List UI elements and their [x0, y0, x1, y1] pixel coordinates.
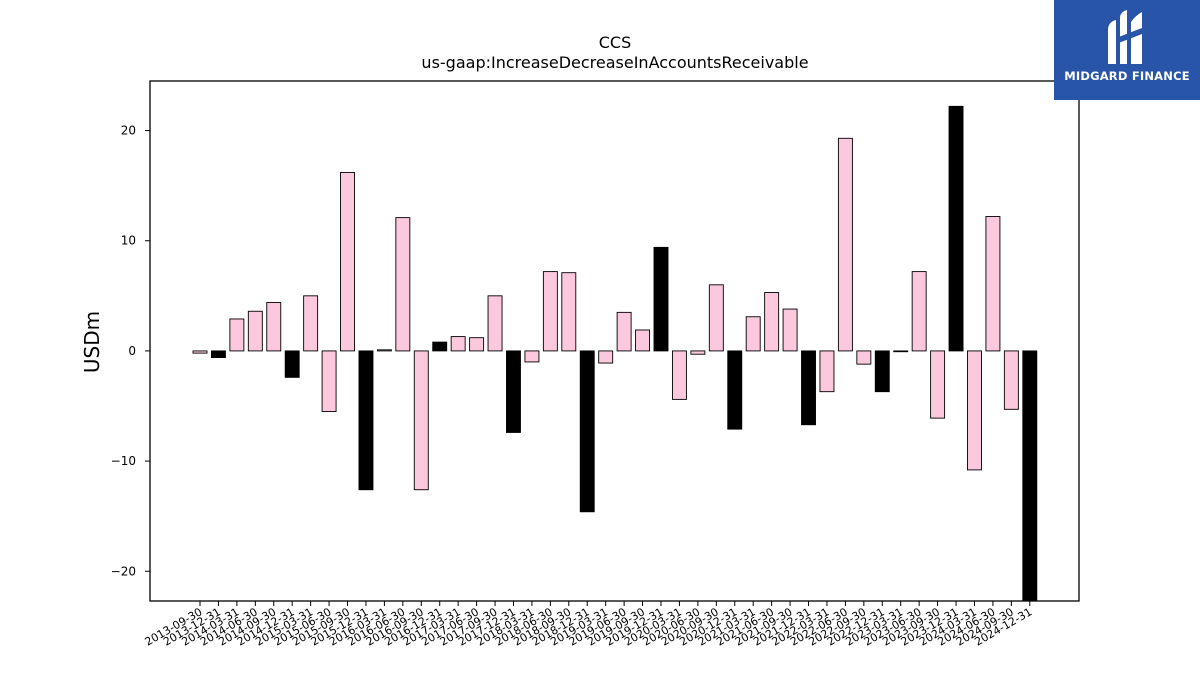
bar-2023-09-30: [930, 350, 946, 419]
y-axis-ticks: −20 −10 0 10 20: [111, 124, 150, 578]
bar-2021-12-31: [801, 350, 816, 426]
chart-subtitle: us-gaap:IncreaseDecreaseInAccountsReceiv…: [421, 53, 808, 72]
bar-2017-03-31: [450, 336, 466, 352]
bar-2016-03-31: [376, 349, 392, 352]
bar-2015-03-31: [303, 295, 319, 352]
bar-2013-09-30: [192, 350, 208, 354]
bar-2021-06-30: [764, 292, 780, 352]
bar-2022-06-30: [837, 137, 853, 352]
bar-2017-12-31: [506, 350, 521, 433]
bar-2014-12-31: [284, 350, 300, 378]
bar-2013-12-31: [210, 350, 226, 358]
brand-name: MIDGARD FINANCE: [1064, 69, 1190, 83]
y-tick-label: 10: [121, 234, 136, 248]
bar-2020-09-30: [708, 284, 724, 352]
brand-logo: MIDGARD FINANCE: [1054, 0, 1200, 100]
bar-2023-12-31: [948, 105, 964, 352]
bar-2020-06-30: [690, 350, 706, 355]
plot-frame: [149, 80, 1080, 602]
bar-2018-03-31: [524, 350, 540, 363]
bar-2022-03-31: [819, 350, 835, 393]
bar-2019-09-30: [635, 329, 651, 352]
midgard-logo-icon: [1108, 10, 1142, 64]
bar-2021-09-30: [782, 308, 798, 352]
bar-2024-06-30: [985, 216, 1001, 352]
x-axis-ticks: 2013-09-302013-12-312014-03-312014-06-30…: [143, 601, 1034, 649]
bar-2024-03-31: [967, 350, 982, 471]
bar-series: [192, 105, 1038, 602]
bar-2023-06-30: [911, 271, 927, 352]
y-tick-label: −20: [111, 564, 136, 578]
bar-2021-03-31: [745, 316, 761, 352]
bar-2022-09-30: [856, 350, 872, 365]
y-axis-label: USDm: [80, 311, 104, 373]
bar-2018-06-30: [542, 271, 558, 352]
bar-2014-06-30: [247, 310, 263, 352]
bar-2015-09-30: [340, 171, 355, 352]
chart-title: CCS: [599, 33, 632, 52]
bar-2018-09-30: [561, 272, 577, 352]
bar-2020-12-31: [727, 350, 743, 430]
bar-2018-12-31: [579, 350, 595, 513]
bar-2014-03-31: [229, 318, 245, 352]
bar-2017-09-30: [487, 295, 503, 352]
bar-2024-09-30: [1003, 350, 1019, 410]
bar-2023-03-31: [893, 350, 909, 353]
bar-2016-06-30: [395, 217, 411, 352]
bar-2015-06-30: [321, 350, 337, 412]
bar-2019-03-31: [598, 350, 614, 364]
y-tick-label: −10: [111, 454, 136, 468]
bar-2024-12-31: [1022, 350, 1038, 602]
bar-2022-12-31: [874, 350, 890, 393]
bar-2019-12-31: [653, 246, 669, 352]
bar-2016-09-30: [413, 350, 429, 491]
bar-2020-03-31: [671, 350, 687, 400]
bar-2015-12-31: [358, 350, 374, 491]
bar-2016-12-31: [432, 341, 448, 352]
bar-2014-09-30: [266, 301, 282, 352]
bar-2019-06-30: [616, 311, 632, 352]
y-tick-label: 20: [121, 124, 136, 138]
y-tick-label: 0: [128, 344, 136, 358]
bar-2017-06-30: [469, 337, 485, 352]
